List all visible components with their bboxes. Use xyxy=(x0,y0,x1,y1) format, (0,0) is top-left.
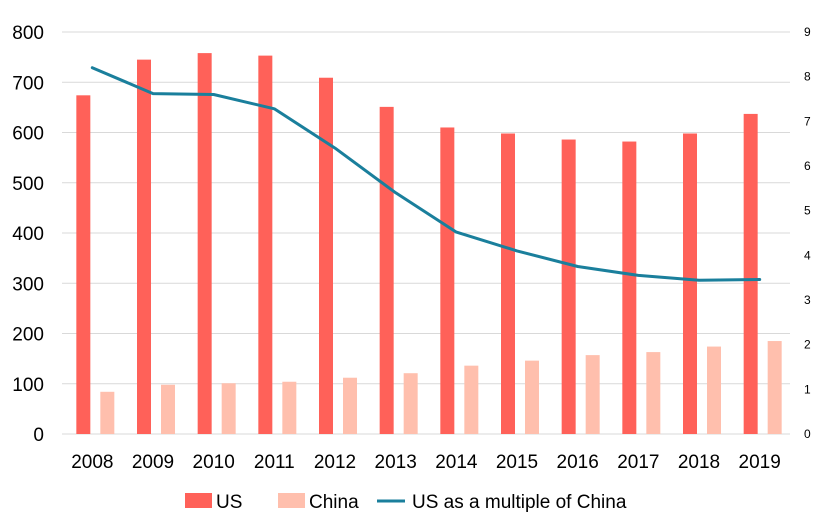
bar-us-2016 xyxy=(561,139,576,434)
bar-china-2009 xyxy=(161,384,175,434)
x-tick-label: 2009 xyxy=(132,452,174,473)
bar-us-2019 xyxy=(743,113,758,434)
right-tick-label: 8 xyxy=(804,70,811,84)
legend-swatch-us xyxy=(185,493,212,508)
right-tick-label: 1 xyxy=(804,382,811,396)
left-tick-label: 300 xyxy=(12,274,44,295)
right-tick-label: 7 xyxy=(804,114,811,128)
x-tick-label: 2016 xyxy=(557,452,599,473)
legend-label-us: US xyxy=(216,492,242,513)
bar-china-2014 xyxy=(464,365,479,434)
left-tick-label: 200 xyxy=(12,325,44,346)
bar-us-2012 xyxy=(319,77,333,434)
bar-china-2017 xyxy=(646,352,661,434)
left-tick-label: 100 xyxy=(12,375,44,396)
right-tick-label: 3 xyxy=(804,293,811,307)
bar-us-2013 xyxy=(379,106,394,434)
x-tick-label: 2011 xyxy=(254,452,295,473)
right-tick-label: 2 xyxy=(804,338,811,352)
x-tick-label: 2017 xyxy=(617,452,659,473)
right-tick-label: 6 xyxy=(804,159,811,173)
bar-china-2015 xyxy=(525,360,539,434)
right-tick-label: 9 xyxy=(804,25,811,39)
bar-china-2019 xyxy=(767,341,782,434)
bar-us-2011 xyxy=(258,55,273,435)
bar-china-2008 xyxy=(100,391,115,434)
x-tick-label: 2014 xyxy=(435,452,478,473)
left-tick-label: 700 xyxy=(12,73,44,94)
bar-us-2008 xyxy=(76,95,91,434)
bar-china-2018 xyxy=(707,346,721,434)
left-tick-label: 500 xyxy=(12,174,44,195)
bar-us-2010 xyxy=(197,53,212,434)
bar-us-2015 xyxy=(501,133,515,434)
left-tick-label: 0 xyxy=(33,425,44,446)
x-tick-label: 2013 xyxy=(375,452,417,473)
x-tick-label: 2018 xyxy=(678,452,720,473)
legend-swatch-china xyxy=(278,493,305,508)
gridlines xyxy=(62,31,790,385)
legend-label-china: China xyxy=(309,492,359,513)
x-tick-label: 2019 xyxy=(739,452,781,473)
bar-us-2009 xyxy=(137,59,151,434)
bar-china-2010 xyxy=(221,383,236,434)
x-tick-label: 2010 xyxy=(193,452,235,473)
left-axis-ticks: 0 100 200 300 400 500 600 700 800 xyxy=(12,23,44,446)
legend: US China US as a multiple of China xyxy=(185,492,627,513)
left-tick-label: 400 xyxy=(12,224,44,245)
right-axis-ticks: 0 1 2 3 4 5 6 7 8 9 xyxy=(804,25,811,441)
line-series xyxy=(90,66,762,282)
bar-us-2018 xyxy=(683,133,697,434)
right-tick-label: 5 xyxy=(804,204,811,218)
bar-china-2013 xyxy=(403,373,418,434)
right-tick-label: 0 xyxy=(804,427,811,441)
left-tick-label: 600 xyxy=(12,124,44,145)
right-tick-label: 4 xyxy=(804,248,811,262)
bar-china-2016 xyxy=(585,355,600,434)
legend-label-multiple: US as a multiple of China xyxy=(412,492,627,513)
bar-us-2017 xyxy=(622,141,637,435)
bars xyxy=(76,53,782,435)
bar-us-2014 xyxy=(440,127,455,434)
x-tick-label: 2015 xyxy=(496,452,538,473)
bar-china-2012 xyxy=(343,377,357,434)
line-us-as-multiple-of-china xyxy=(90,66,762,282)
x-tick-label: 2012 xyxy=(314,452,356,473)
left-tick-label: 800 xyxy=(12,23,44,44)
x-tick-label: 2008 xyxy=(71,452,113,473)
bar-china-2011 xyxy=(282,381,297,434)
x-axis-ticks: 2008 2009 2010 2011 2012 2013 2014 2015 2016 2017… xyxy=(71,452,781,473)
